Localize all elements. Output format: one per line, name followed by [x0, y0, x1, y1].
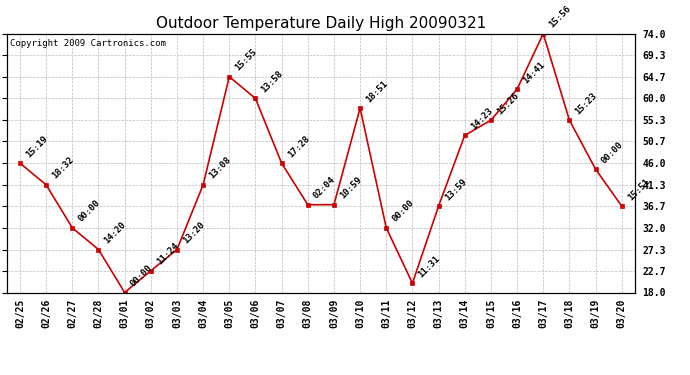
- Text: 15:23: 15:23: [573, 91, 599, 116]
- Text: 15:51: 15:51: [626, 177, 651, 202]
- Text: 00:00: 00:00: [77, 198, 102, 223]
- Text: 15:55: 15:55: [233, 47, 259, 72]
- Text: 00:00: 00:00: [129, 263, 154, 288]
- Text: 14:23: 14:23: [469, 106, 494, 131]
- Text: 10:59: 10:59: [338, 175, 364, 201]
- Text: 15:56: 15:56: [547, 4, 573, 30]
- Text: 13:08: 13:08: [207, 155, 233, 181]
- Text: 02:04: 02:04: [312, 175, 337, 201]
- Text: Copyright 2009 Cartronics.com: Copyright 2009 Cartronics.com: [10, 39, 166, 48]
- Text: 18:32: 18:32: [50, 155, 76, 181]
- Text: 14:20: 14:20: [103, 220, 128, 245]
- Text: 00:00: 00:00: [600, 140, 625, 165]
- Title: Outdoor Temperature Daily High 20090321: Outdoor Temperature Daily High 20090321: [156, 16, 486, 31]
- Text: 15:19: 15:19: [24, 134, 50, 159]
- Text: 11:24: 11:24: [155, 241, 180, 267]
- Text: 13:58: 13:58: [259, 69, 285, 94]
- Text: 00:00: 00:00: [391, 198, 416, 223]
- Text: 15:26: 15:26: [495, 91, 520, 116]
- Text: 13:20: 13:20: [181, 220, 206, 245]
- Text: 13:59: 13:59: [443, 177, 468, 202]
- Text: 17:28: 17:28: [286, 134, 311, 159]
- Text: 11:31: 11:31: [417, 254, 442, 279]
- Text: 14:41: 14:41: [521, 60, 546, 85]
- Text: 18:51: 18:51: [364, 79, 390, 104]
